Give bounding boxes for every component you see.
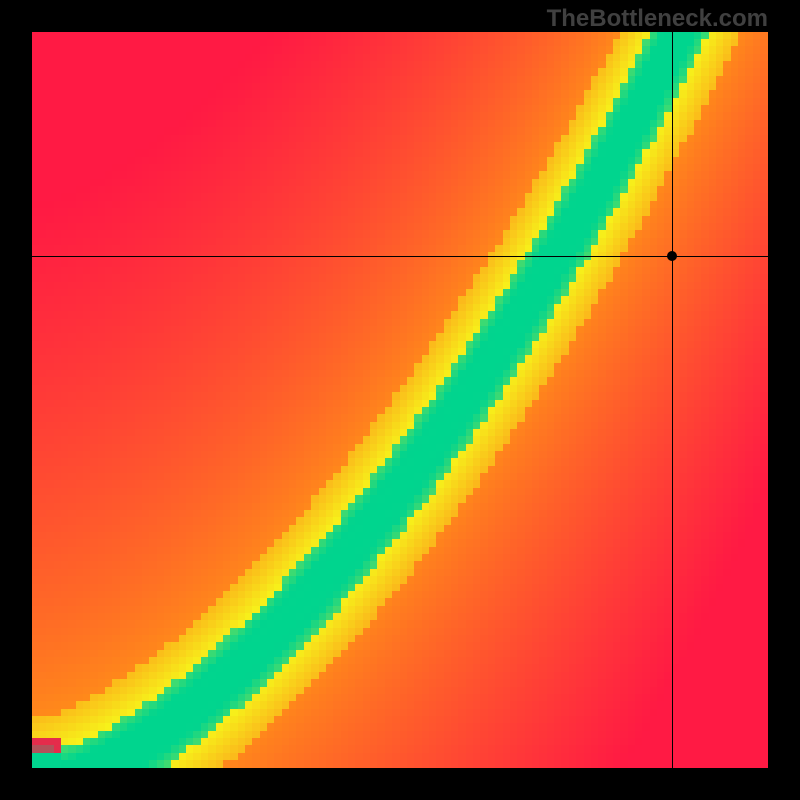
plot-area: [32, 32, 768, 768]
watermark-text: TheBottleneck.com: [547, 5, 768, 33]
crosshair-marker: [667, 251, 677, 261]
crosshair-horizontal: [32, 256, 768, 257]
crosshair-vertical: [672, 32, 673, 768]
image-root: TheBottleneck.com: [0, 0, 800, 800]
heatmap-canvas: [32, 32, 768, 768]
